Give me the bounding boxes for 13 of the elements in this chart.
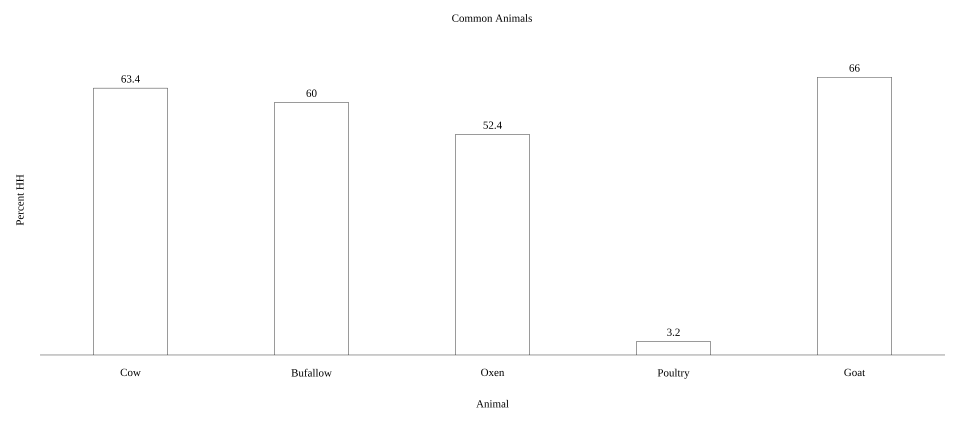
x-tick-label: Bufallow: [291, 368, 332, 377]
x-tick-label: Cow: [120, 368, 141, 376]
data-label: 66: [849, 64, 860, 72]
data-label: 52.4: [484, 122, 502, 129]
x-axis-title: Animal: [476, 400, 509, 408]
x-tick-label: Goat: [844, 368, 866, 376]
data-label: 63.4: [121, 75, 140, 83]
data-label: 3.2: [667, 328, 680, 336]
chart-title: Common Animals: [452, 14, 532, 22]
data-label: 60: [306, 90, 317, 97]
y-axis-title: Percent HH: [16, 174, 24, 226]
x-tick-label: Oxen: [481, 368, 504, 376]
x-tick-label: Poultry: [658, 368, 690, 379]
